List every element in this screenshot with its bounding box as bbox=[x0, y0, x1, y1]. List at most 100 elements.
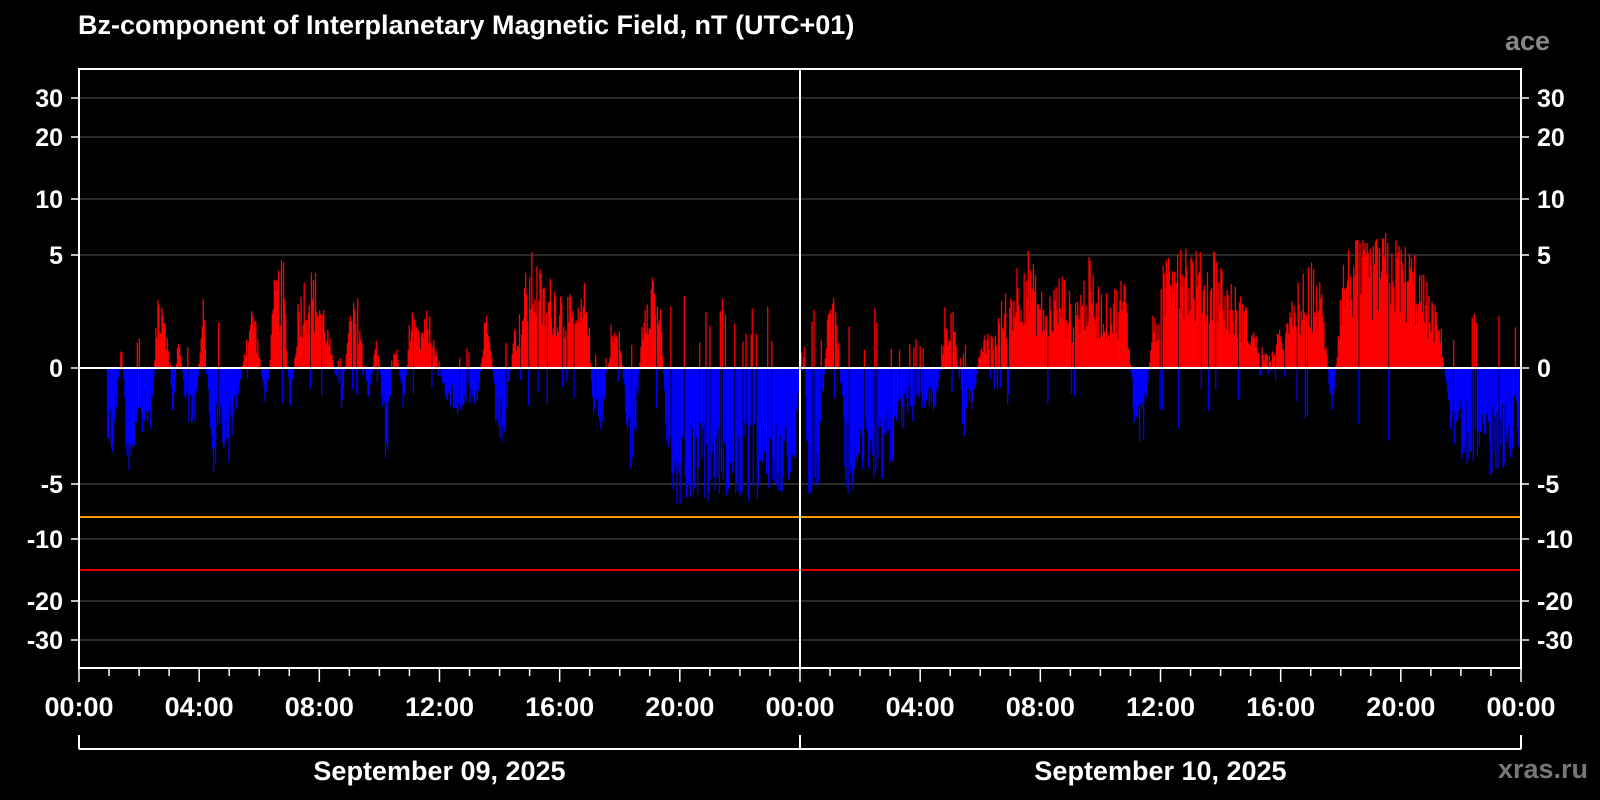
bz-bar bbox=[1062, 319, 1064, 368]
bz-bar bbox=[332, 360, 334, 368]
bz-bar bbox=[471, 368, 473, 396]
bz-bar bbox=[256, 352, 258, 368]
bz-bar bbox=[1472, 368, 1474, 462]
bz-bar bbox=[1277, 334, 1280, 368]
bz-bar bbox=[1477, 368, 1480, 432]
bz-bar bbox=[1354, 275, 1356, 368]
bz-bar bbox=[571, 316, 573, 368]
bz-bar bbox=[1158, 324, 1160, 368]
bz-bar bbox=[1279, 336, 1282, 368]
y-tick-label: 10 bbox=[35, 186, 63, 214]
bz-bar bbox=[1260, 368, 1262, 376]
bz-bar bbox=[979, 357, 981, 368]
bz-bar bbox=[376, 368, 378, 383]
bz-bar bbox=[162, 316, 164, 368]
bz-bar bbox=[1216, 261, 1218, 368]
bz-bar bbox=[367, 368, 369, 396]
bz-bar bbox=[130, 368, 132, 456]
bz-bar bbox=[1088, 257, 1090, 368]
bz-bar bbox=[155, 327, 157, 368]
bz-bar bbox=[182, 368, 184, 372]
bz-bar bbox=[997, 318, 1000, 368]
bz-bar bbox=[889, 368, 891, 463]
bz-bar bbox=[1182, 275, 1184, 368]
bz-bar bbox=[956, 360, 958, 368]
bz-bar bbox=[756, 368, 759, 500]
bz-bar bbox=[1471, 317, 1473, 368]
bz-bar bbox=[379, 368, 382, 375]
bz-bar bbox=[992, 349, 994, 368]
bz-bar bbox=[540, 273, 542, 368]
bz-bar bbox=[1501, 368, 1503, 403]
bz-bar bbox=[985, 353, 987, 368]
bz-bar bbox=[153, 368, 155, 378]
bz-bar bbox=[563, 326, 565, 368]
bz-bar bbox=[352, 302, 355, 368]
bz-bar bbox=[970, 368, 973, 411]
bz-bar bbox=[295, 353, 297, 368]
bz-bar bbox=[187, 347, 189, 368]
bz-bar bbox=[189, 368, 191, 396]
bz-bar bbox=[900, 368, 903, 428]
bz-bar bbox=[1033, 291, 1036, 368]
bz-bar bbox=[391, 360, 393, 368]
bz-bar bbox=[124, 368, 126, 399]
bz-bar bbox=[1130, 368, 1132, 373]
bz-bar bbox=[790, 368, 793, 424]
bz-bar bbox=[1358, 368, 1360, 424]
bz-bar bbox=[1217, 321, 1219, 368]
bz-bar bbox=[224, 368, 226, 442]
bz-bar bbox=[229, 368, 231, 402]
bz-bar bbox=[1046, 315, 1048, 368]
bz-bar bbox=[145, 368, 148, 412]
bz-bar bbox=[399, 368, 401, 376]
bz-bar bbox=[708, 368, 710, 492]
bz-bar bbox=[711, 368, 713, 453]
bz-bar bbox=[192, 368, 194, 418]
bz-bar bbox=[858, 368, 861, 454]
bz-bar bbox=[1410, 257, 1413, 368]
bz-bar bbox=[1008, 368, 1010, 395]
bz-bar bbox=[356, 368, 358, 395]
bz-bar bbox=[726, 368, 729, 486]
x-tick-label: 16:00 bbox=[525, 692, 594, 722]
bz-bar bbox=[1025, 280, 1027, 368]
bz-bar bbox=[1431, 301, 1433, 368]
bz-bar bbox=[1304, 368, 1306, 419]
bz-bar bbox=[978, 356, 980, 368]
bz-bar bbox=[671, 368, 673, 472]
bz-bar bbox=[1238, 302, 1241, 368]
bz-bar bbox=[262, 368, 264, 381]
bz-bar bbox=[1287, 324, 1289, 368]
bz-bar bbox=[916, 368, 918, 396]
bz-bar bbox=[819, 368, 821, 423]
bz-bar bbox=[1103, 331, 1106, 368]
bz-bar bbox=[666, 368, 668, 442]
bz-bar bbox=[887, 368, 889, 430]
bz-bar bbox=[1195, 251, 1197, 368]
bz-bar bbox=[1126, 312, 1128, 368]
bz-bar bbox=[1305, 314, 1308, 368]
bz-bar bbox=[1282, 349, 1284, 368]
bz-bar bbox=[624, 368, 627, 412]
bz-bar bbox=[1385, 233, 1387, 368]
bz-bar bbox=[1100, 294, 1103, 368]
bz-bar bbox=[272, 309, 274, 368]
bz-bar bbox=[767, 306, 769, 368]
bz-bar bbox=[529, 277, 531, 368]
bz-bar bbox=[458, 368, 460, 403]
bz-bar bbox=[323, 309, 325, 368]
bz-bar bbox=[946, 329, 948, 368]
bz-bar bbox=[1171, 271, 1174, 368]
bz-bar bbox=[1371, 320, 1373, 368]
bz-bar bbox=[366, 368, 368, 382]
bz-bar bbox=[1340, 327, 1343, 368]
bz-bar bbox=[242, 361, 245, 368]
bz-bar bbox=[455, 368, 458, 409]
bz-bar bbox=[1442, 360, 1445, 368]
bz-bar bbox=[426, 310, 428, 368]
bz-bar bbox=[444, 368, 446, 395]
bz-bar bbox=[1264, 354, 1266, 368]
bz-bar bbox=[661, 356, 664, 368]
bz-bar bbox=[337, 360, 339, 368]
